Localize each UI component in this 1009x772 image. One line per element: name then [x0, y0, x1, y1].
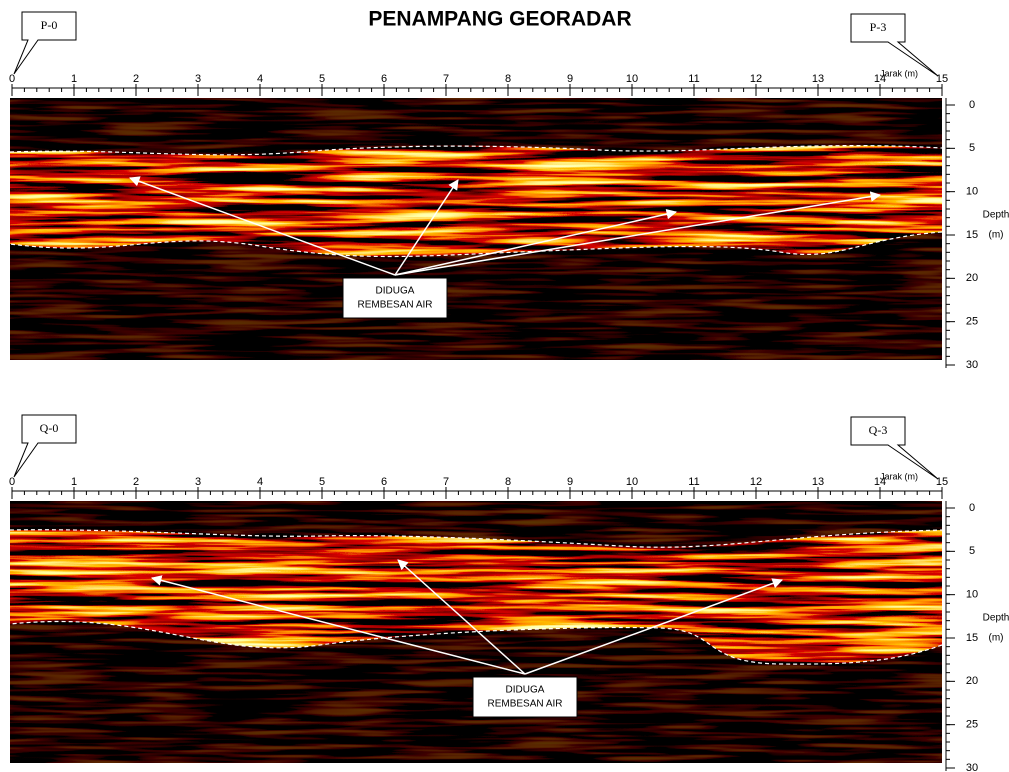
y-tick-label: 0: [969, 502, 975, 514]
y-tick-label: 25: [966, 316, 978, 328]
y-tick-label: 20: [966, 272, 978, 284]
x-tick-label: 13: [812, 73, 824, 85]
y-axis-label: Depth: [983, 210, 1009, 221]
x-tick-label: 1: [71, 73, 77, 85]
start-label: Q-0: [40, 421, 59, 435]
x-tick-label: 9: [567, 73, 573, 85]
annotation-box: [343, 278, 447, 318]
x-tick-label: 13: [812, 476, 824, 488]
end-label: Q-3: [869, 423, 888, 437]
x-axis-label: Jarak (m): [880, 68, 918, 78]
end-callout: [851, 14, 938, 76]
x-tick-label: 0: [9, 476, 15, 488]
y-tick-label: 5: [969, 545, 975, 557]
x-tick-label: 7: [443, 476, 449, 488]
y-tick-label: 10: [966, 589, 978, 601]
y-tick-label: 15: [966, 632, 978, 644]
y-axis-label: Depth: [983, 613, 1009, 624]
x-tick-label: 8: [505, 73, 511, 85]
y-axis-label: (m): [989, 230, 1004, 241]
y-tick-label: 5: [969, 142, 975, 154]
x-tick-label: 12: [750, 476, 762, 488]
x-tick-label: 12: [750, 73, 762, 85]
y-axis-label: (m): [989, 633, 1004, 644]
x-tick-label: 6: [381, 476, 387, 488]
x-tick-label: 8: [505, 476, 511, 488]
x-tick-label: 15: [936, 73, 948, 85]
x-tick-label: 11: [688, 73, 699, 85]
x-tick-label: 5: [319, 73, 325, 85]
y-tick-label: 0: [969, 99, 975, 111]
end-callout: [851, 417, 938, 479]
x-tick-label: 2: [133, 476, 139, 488]
figure: PENAMPANG GEORADAR 012345678910111213141…: [0, 0, 1009, 772]
title: PENAMPANG GEORADAR: [368, 8, 631, 31]
y-tick-label: 25: [966, 719, 978, 731]
x-axis-label: Jarak (m): [880, 471, 918, 481]
x-tick-label: 0: [9, 73, 15, 85]
y-tick-label: 20: [966, 675, 978, 687]
x-tick-label: 1: [71, 476, 77, 488]
x-tick-label: 9: [567, 476, 573, 488]
annotation-box: [473, 677, 577, 717]
x-tick-label: 5: [319, 476, 325, 488]
y-tick-label: 10: [966, 186, 978, 198]
x-tick-label: 11: [688, 476, 699, 488]
x-tick-label: 10: [626, 73, 638, 85]
annotation-text: REMBESAN AIR: [357, 300, 432, 311]
y-tick-label: 15: [966, 229, 978, 241]
x-tick-label: 4: [257, 73, 263, 85]
x-tick-label: 2: [133, 73, 139, 85]
annotation-text: DIDUGA: [506, 685, 545, 696]
x-tick-label: 6: [381, 73, 387, 85]
x-tick-label: 7: [443, 73, 449, 85]
y-tick-label: 30: [966, 762, 978, 772]
x-tick-label: 4: [257, 476, 263, 488]
x-tick-label: 3: [195, 73, 201, 85]
y-tick-label: 30: [966, 359, 978, 371]
annotation-text: DIDUGA: [376, 286, 415, 297]
annotation-text: REMBESAN AIR: [487, 699, 562, 710]
x-tick-label: 10: [626, 476, 638, 488]
x-tick-label: 15: [936, 476, 948, 488]
start-label: P-0: [41, 18, 58, 32]
x-tick-label: 3: [195, 476, 201, 488]
end-label: P-3: [870, 20, 887, 34]
